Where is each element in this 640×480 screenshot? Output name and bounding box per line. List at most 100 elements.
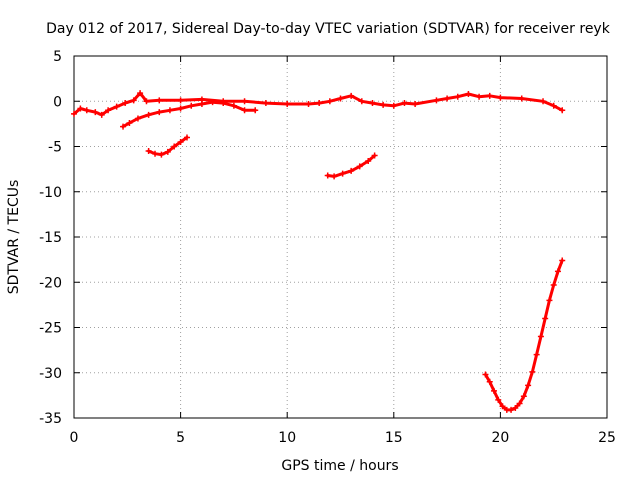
data-point xyxy=(156,97,163,104)
data-point xyxy=(143,98,150,105)
data-point xyxy=(512,405,519,412)
data-point xyxy=(164,148,171,155)
data-point xyxy=(122,100,129,107)
data-point xyxy=(326,98,333,105)
data-point xyxy=(241,107,248,114)
x-tick-label: 25 xyxy=(598,430,616,446)
y-tick-label: -30 xyxy=(39,366,62,382)
data-point xyxy=(92,109,99,116)
y-tick-label: -35 xyxy=(39,411,62,427)
x-axis-label: GPS time / hours xyxy=(281,458,398,474)
data-point xyxy=(284,100,291,107)
data-point xyxy=(316,100,323,107)
data-point xyxy=(126,119,133,126)
data-point xyxy=(491,387,498,394)
data-point xyxy=(518,95,525,102)
data-point xyxy=(230,102,237,109)
data-point xyxy=(516,400,523,407)
x-tick-label: 0 xyxy=(70,430,79,446)
data-point xyxy=(98,111,105,118)
data-point xyxy=(550,102,557,109)
data-point xyxy=(444,95,451,102)
data-point xyxy=(390,102,397,109)
data-point xyxy=(105,107,112,114)
series-trace xyxy=(484,259,564,412)
data-point xyxy=(158,151,165,158)
data-point xyxy=(77,105,84,112)
data-point xyxy=(337,95,344,102)
plot-frame xyxy=(73,55,608,419)
data-point xyxy=(356,163,363,170)
data-point xyxy=(540,98,547,105)
data-point xyxy=(371,152,378,159)
data-point xyxy=(145,148,152,155)
data-point xyxy=(220,100,227,107)
data-point xyxy=(380,101,387,108)
y-tick-label: -15 xyxy=(39,230,62,246)
data-point xyxy=(166,107,173,114)
axis-ticks: 0 5 10 15 20 25 5 0 -5 -10 -15 -20 -25 -30 -35 xyxy=(39,49,616,446)
data-point xyxy=(134,115,141,122)
data-point xyxy=(533,351,540,358)
y-tick-label: -10 xyxy=(39,185,62,201)
data-point xyxy=(497,94,504,101)
series-arc-dip xyxy=(482,257,566,413)
data-point xyxy=(183,134,190,141)
data-point xyxy=(412,100,419,107)
data-point xyxy=(177,138,184,145)
series-arc-main xyxy=(71,90,566,118)
data-point xyxy=(171,143,178,150)
data-point xyxy=(83,107,90,114)
data-point xyxy=(454,93,461,100)
x-tick-label: 15 xyxy=(385,430,403,446)
data-point xyxy=(542,315,549,322)
data-point xyxy=(209,99,216,106)
data-point xyxy=(252,107,259,114)
data-point xyxy=(145,111,152,118)
series xyxy=(71,90,566,413)
data-point xyxy=(198,100,205,107)
data-point xyxy=(486,378,493,385)
data-point xyxy=(177,97,184,104)
series-arc-lower-early xyxy=(120,99,259,130)
data-point xyxy=(152,150,159,157)
data-point xyxy=(71,110,77,117)
data-point xyxy=(262,100,269,107)
data-point xyxy=(358,98,365,105)
data-point xyxy=(305,100,312,107)
data-point xyxy=(348,92,355,99)
chart-title: Day 012 of 2017, Sidereal Day-to-day VTE… xyxy=(46,21,611,37)
data-point xyxy=(546,297,553,304)
data-point xyxy=(401,100,408,107)
series-arc-short-1 xyxy=(145,134,190,158)
data-point xyxy=(482,371,489,378)
y-axis-label: SDTVAR / TECUs xyxy=(6,180,22,295)
data-point xyxy=(559,257,566,264)
y-tick-label: 5 xyxy=(53,49,62,65)
data-point xyxy=(486,92,493,99)
grid xyxy=(74,56,607,418)
series-trace xyxy=(72,91,564,117)
data-point xyxy=(495,396,502,403)
data-point xyxy=(433,97,440,104)
data-point xyxy=(520,393,527,400)
x-tick-label: 10 xyxy=(278,430,296,446)
data-point xyxy=(529,368,536,375)
y-tick-label: -5 xyxy=(48,140,62,156)
data-point xyxy=(365,157,372,164)
data-point xyxy=(508,406,515,413)
data-point xyxy=(476,93,483,100)
data-point xyxy=(537,333,544,340)
data-point xyxy=(324,172,331,179)
data-point xyxy=(120,123,127,130)
x-tick-label: 20 xyxy=(491,430,509,446)
x-tick-label: 5 xyxy=(176,430,185,446)
data-point xyxy=(348,167,355,174)
y-tick-label: -20 xyxy=(39,275,62,291)
data-point xyxy=(137,90,144,97)
data-point xyxy=(241,98,248,105)
data-point xyxy=(156,109,163,116)
y-tick-label: -25 xyxy=(39,321,62,337)
data-point xyxy=(339,170,346,177)
data-point xyxy=(369,100,376,107)
